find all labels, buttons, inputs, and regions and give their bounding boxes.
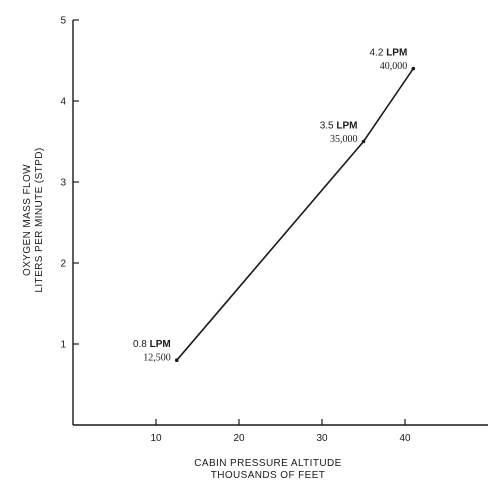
- x-axis-title-line1: CABIN PRESSURE ALTITUDE: [194, 458, 341, 469]
- data-point: [361, 139, 366, 144]
- y-tick-label: 3: [60, 178, 66, 189]
- flow-rate-label: 3.5 LPM: [320, 121, 358, 132]
- y-axis-ticks: 1 2 3 4 5: [60, 16, 79, 351]
- data-point: [411, 66, 416, 71]
- plot-frame: [72, 20, 488, 426]
- x-tick-label: 20: [233, 433, 245, 444]
- y-axis-title-line2: LITERS PER MINUTE (STPD): [34, 147, 45, 292]
- x-axis-title-line2: THOUSANDS OF FEET: [211, 470, 326, 481]
- altitude-label: 35,000: [330, 134, 358, 145]
- x-tick-label: 40: [399, 433, 411, 444]
- x-axis-ticks: 10 20 30 40: [150, 419, 411, 444]
- altitude-label: 12,500: [143, 353, 171, 364]
- data-series: [174, 66, 416, 363]
- series-line: [176, 68, 414, 361]
- y-tick-label: 2: [60, 259, 66, 270]
- x-tick-label: 10: [150, 433, 162, 444]
- y-axis-title-line1: OXYGEN MASS FLOW: [22, 164, 33, 276]
- data-point: [174, 358, 179, 363]
- y-tick-label: 5: [60, 16, 66, 27]
- flow-rate-label: 4.2 LPM: [370, 48, 408, 59]
- annotations: 0.8 LPM 12,500 3.5 LPM 35,000 4.2 LPM 40,000: [133, 48, 407, 364]
- x-tick-label: 30: [316, 433, 328, 444]
- flow-rate-label: 0.8 LPM: [133, 339, 171, 350]
- y-tick-label: 1: [60, 340, 66, 351]
- altitude-label: 40,000: [380, 61, 408, 72]
- y-tick-label: 4: [60, 97, 66, 108]
